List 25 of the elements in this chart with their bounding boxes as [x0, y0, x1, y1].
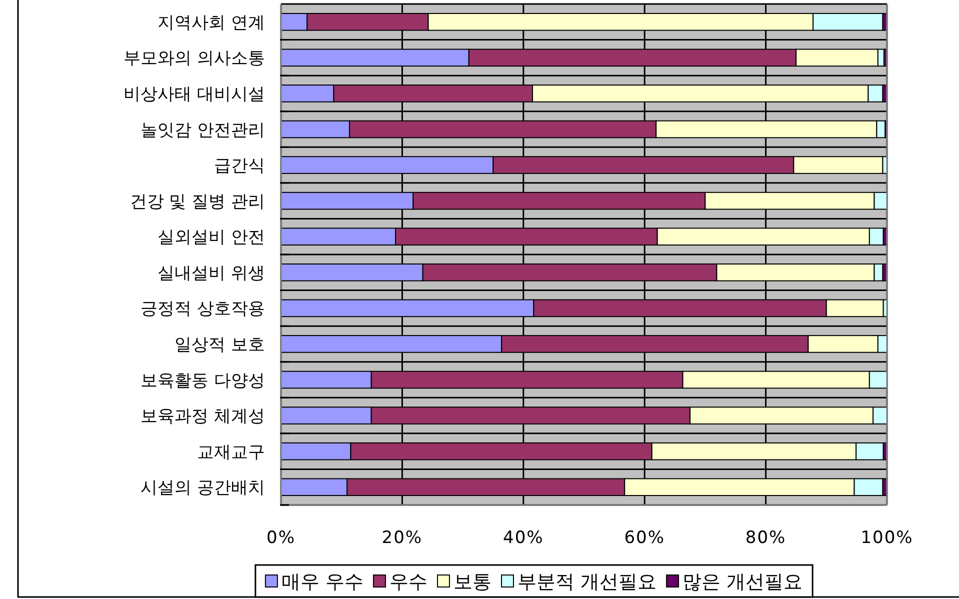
y-tick-label: 시설의 공간배치 — [140, 478, 265, 498]
y-tick-label: 보육활동 다양성 — [140, 370, 265, 391]
y-tick-label: 급간식 — [214, 156, 265, 176]
x-tick-label: 0% — [266, 528, 296, 548]
y-tick-label: 실내설비 위생 — [158, 263, 265, 284]
legend-label: 우수 — [389, 571, 428, 593]
x-tick-label: 40% — [503, 528, 544, 548]
legend-label: 많은 개선필요 — [682, 571, 803, 593]
y-tick-label: 부모와의 의사소통 — [124, 48, 265, 69]
legend-label: 부분적 개선필요 — [517, 571, 657, 593]
y-tick-label: 건강 및 질병 관리 — [130, 192, 265, 212]
legend-label: 보통 — [453, 571, 492, 593]
x-tick-label: 60% — [624, 528, 665, 548]
x-tick-label: 20% — [382, 528, 423, 548]
y-tick-label: 비상사태 대비시설 — [124, 84, 265, 104]
y-tick-label: 보육과정 체계성 — [140, 406, 265, 427]
x-tick-label: 100% — [860, 528, 914, 548]
y-tick-label: 지역사회 연계 — [158, 12, 265, 33]
y-tick-label: 실외설비 안전 — [158, 228, 265, 248]
y-tick-label: 놀잇감 안전관리 — [140, 120, 265, 140]
y-tick-label: 긍정적 상호작용 — [140, 299, 265, 320]
y-tick-label: 일상적 보호 — [174, 334, 265, 355]
x-tick-label: 80% — [745, 528, 786, 548]
y-tick-label: 교재교구 — [197, 442, 265, 462]
legend-label: 매우 우수 — [281, 571, 364, 593]
